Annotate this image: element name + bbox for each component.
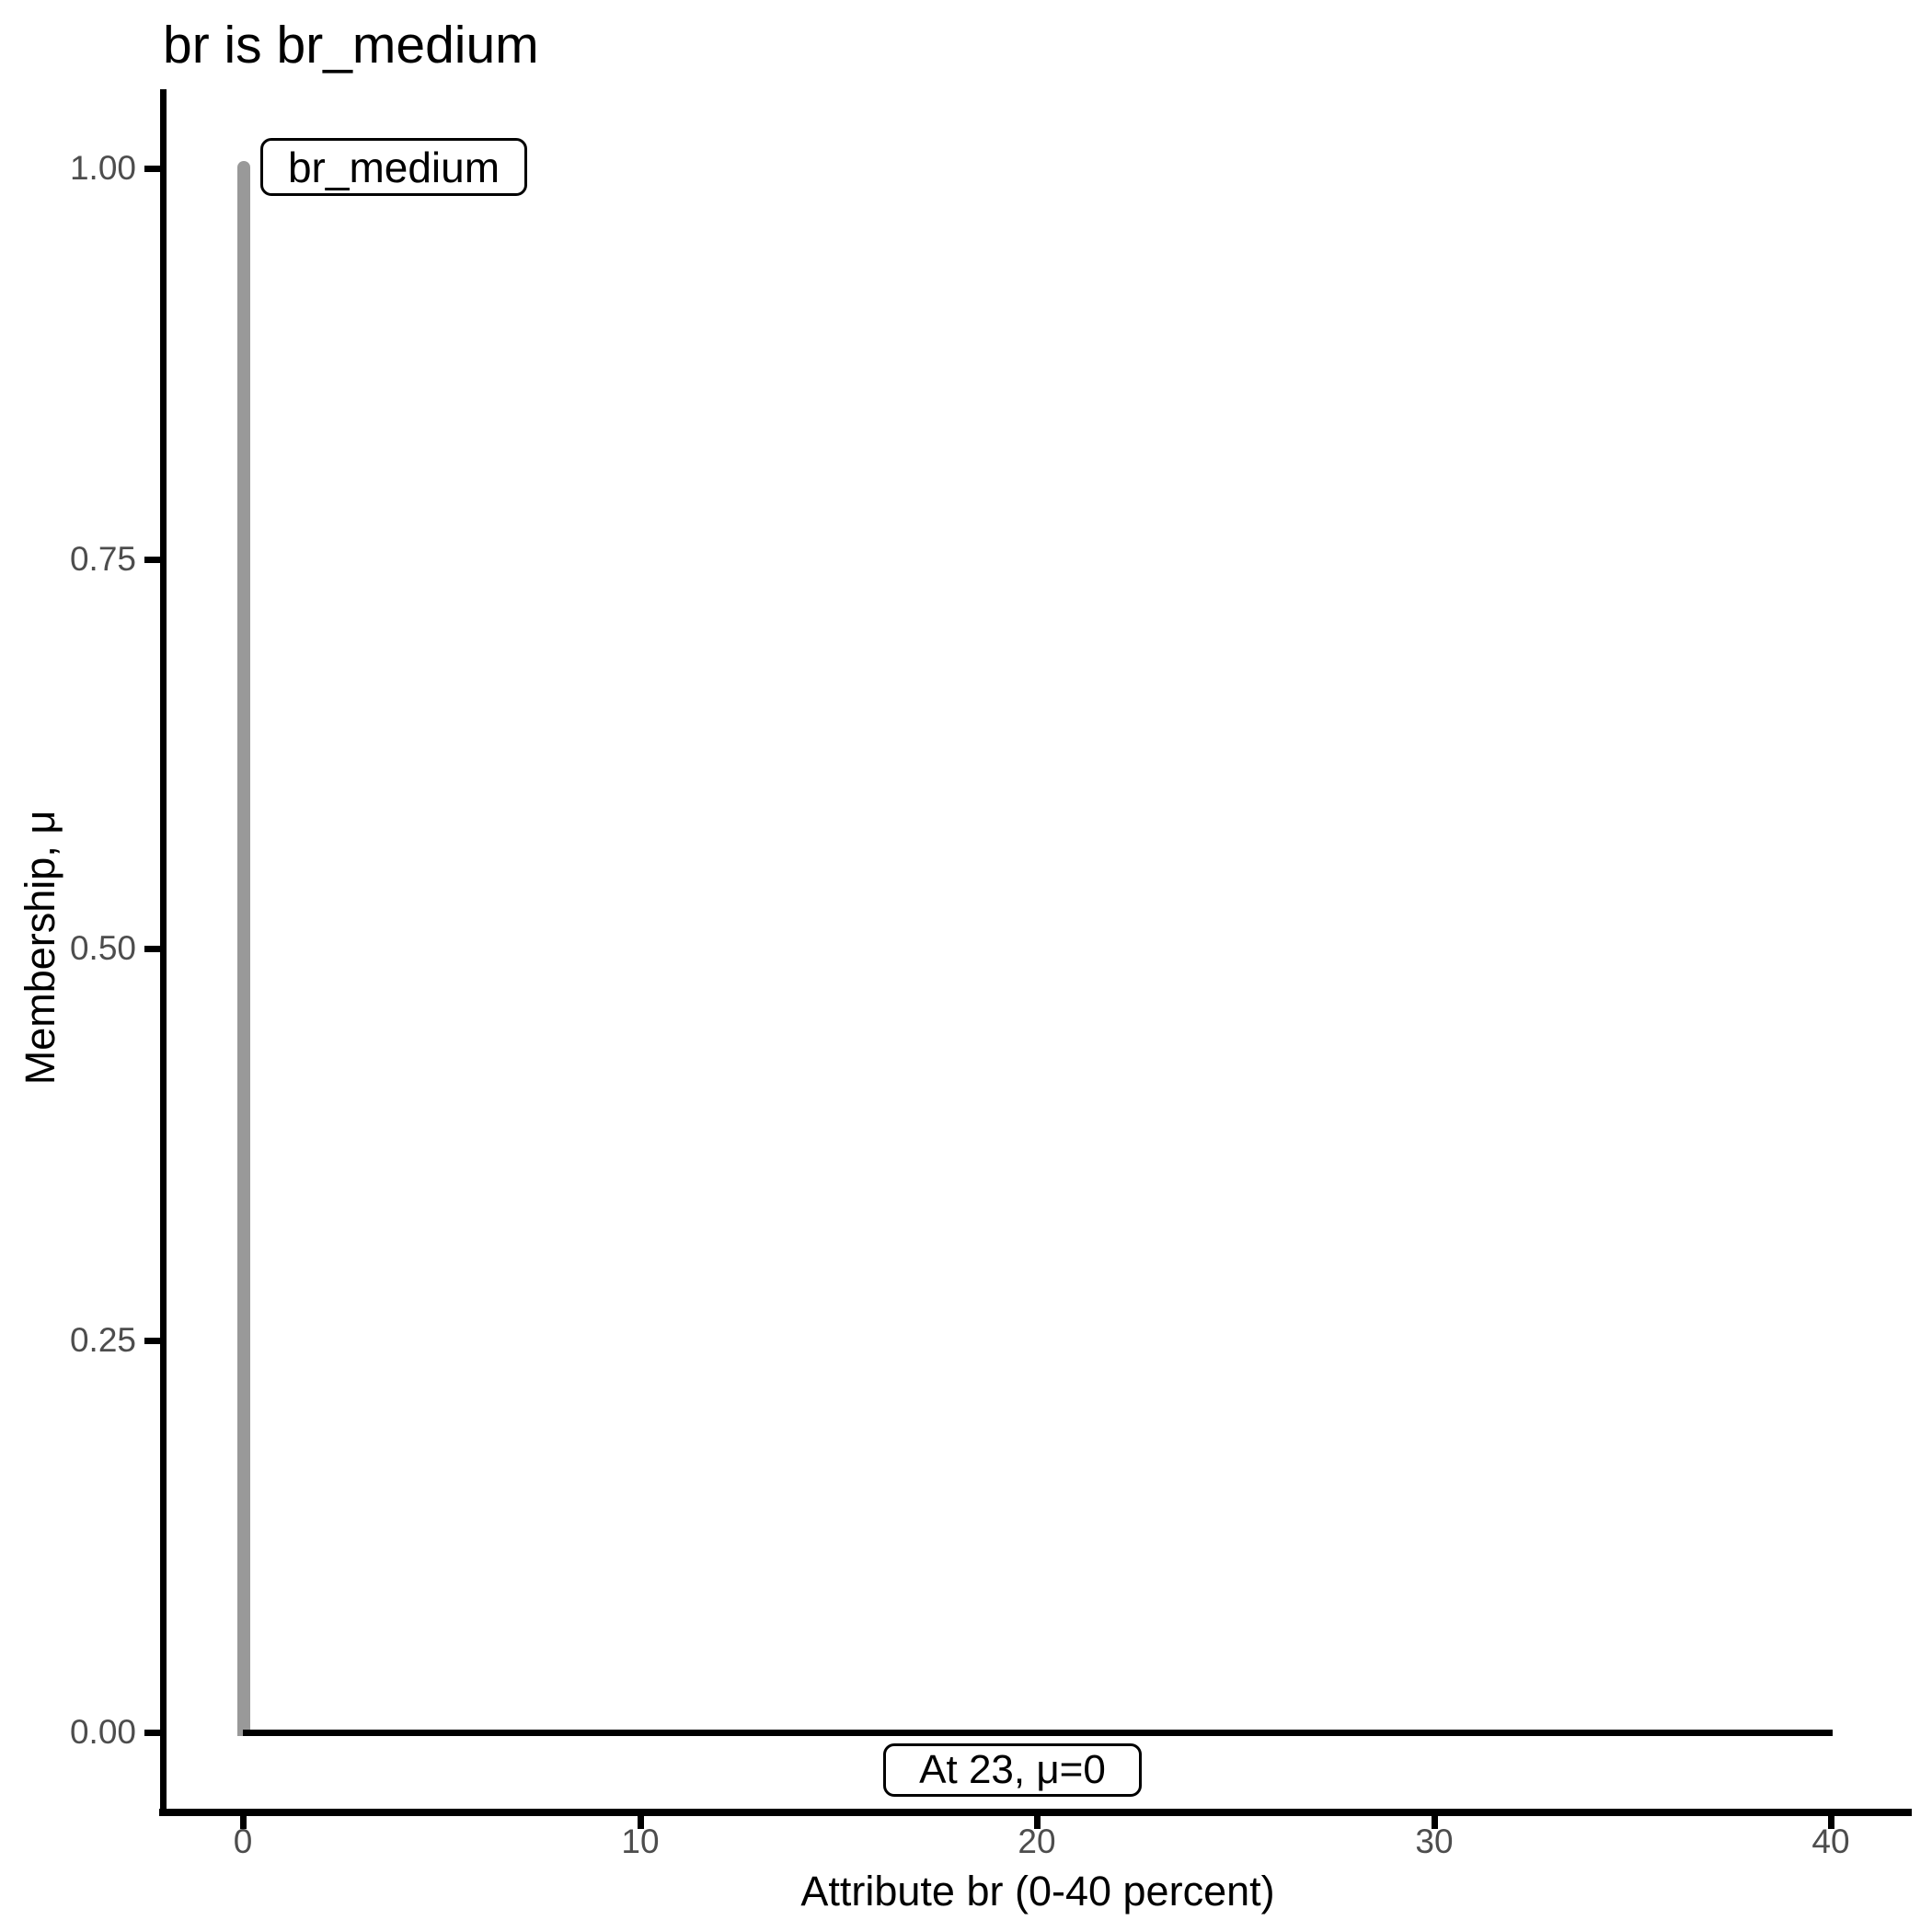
x-tick-mark-0 bbox=[240, 1816, 247, 1829]
zero-membership-line bbox=[243, 1730, 1833, 1736]
x-tick-mark-30 bbox=[1432, 1816, 1438, 1829]
y-tick-mark-0.00 bbox=[144, 1730, 160, 1736]
x-tick-label-0: 0 bbox=[233, 1823, 253, 1860]
y-tick-mark-0.50 bbox=[144, 946, 160, 952]
x-tick-mark-40 bbox=[1828, 1816, 1834, 1829]
y-axis-title: Membership, μ bbox=[17, 810, 63, 1086]
point-annotation-label: At 23, μ=0 bbox=[919, 1747, 1106, 1792]
y-tick-label-1.00: 1.00 bbox=[69, 149, 136, 187]
y-tick-label-0.50: 0.50 bbox=[69, 929, 136, 967]
chart-title: br is br_medium bbox=[163, 16, 539, 75]
x-axis-line bbox=[159, 1809, 1912, 1816]
peak-annotation-box: br_medium bbox=[260, 138, 527, 196]
y-tick-label-0.00: 0.00 bbox=[69, 1713, 136, 1751]
x-tick-label-40: 40 bbox=[1811, 1823, 1850, 1860]
x-axis-title: Attribute br (0-40 percent) bbox=[800, 1868, 1275, 1915]
point-annotation-box: At 23, μ=0 bbox=[883, 1743, 1142, 1797]
peak-annotation-label: br_medium bbox=[287, 143, 500, 191]
y-tick-label-0.75: 0.75 bbox=[69, 540, 136, 578]
x-tick-label-10: 10 bbox=[621, 1823, 660, 1860]
x-tick-mark-20 bbox=[1034, 1816, 1041, 1829]
x-tick-label-20: 20 bbox=[1018, 1823, 1056, 1860]
y-axis-line bbox=[160, 89, 167, 1816]
y-tick-mark-0.75 bbox=[144, 557, 160, 563]
y-tick-label-0.25: 0.25 bbox=[69, 1321, 136, 1359]
membership-spike-line bbox=[237, 161, 250, 1736]
x-tick-mark-10 bbox=[638, 1816, 644, 1829]
y-tick-mark-0.25 bbox=[144, 1338, 160, 1344]
y-tick-mark-1.00 bbox=[144, 166, 160, 172]
x-tick-label-30: 30 bbox=[1415, 1823, 1454, 1860]
